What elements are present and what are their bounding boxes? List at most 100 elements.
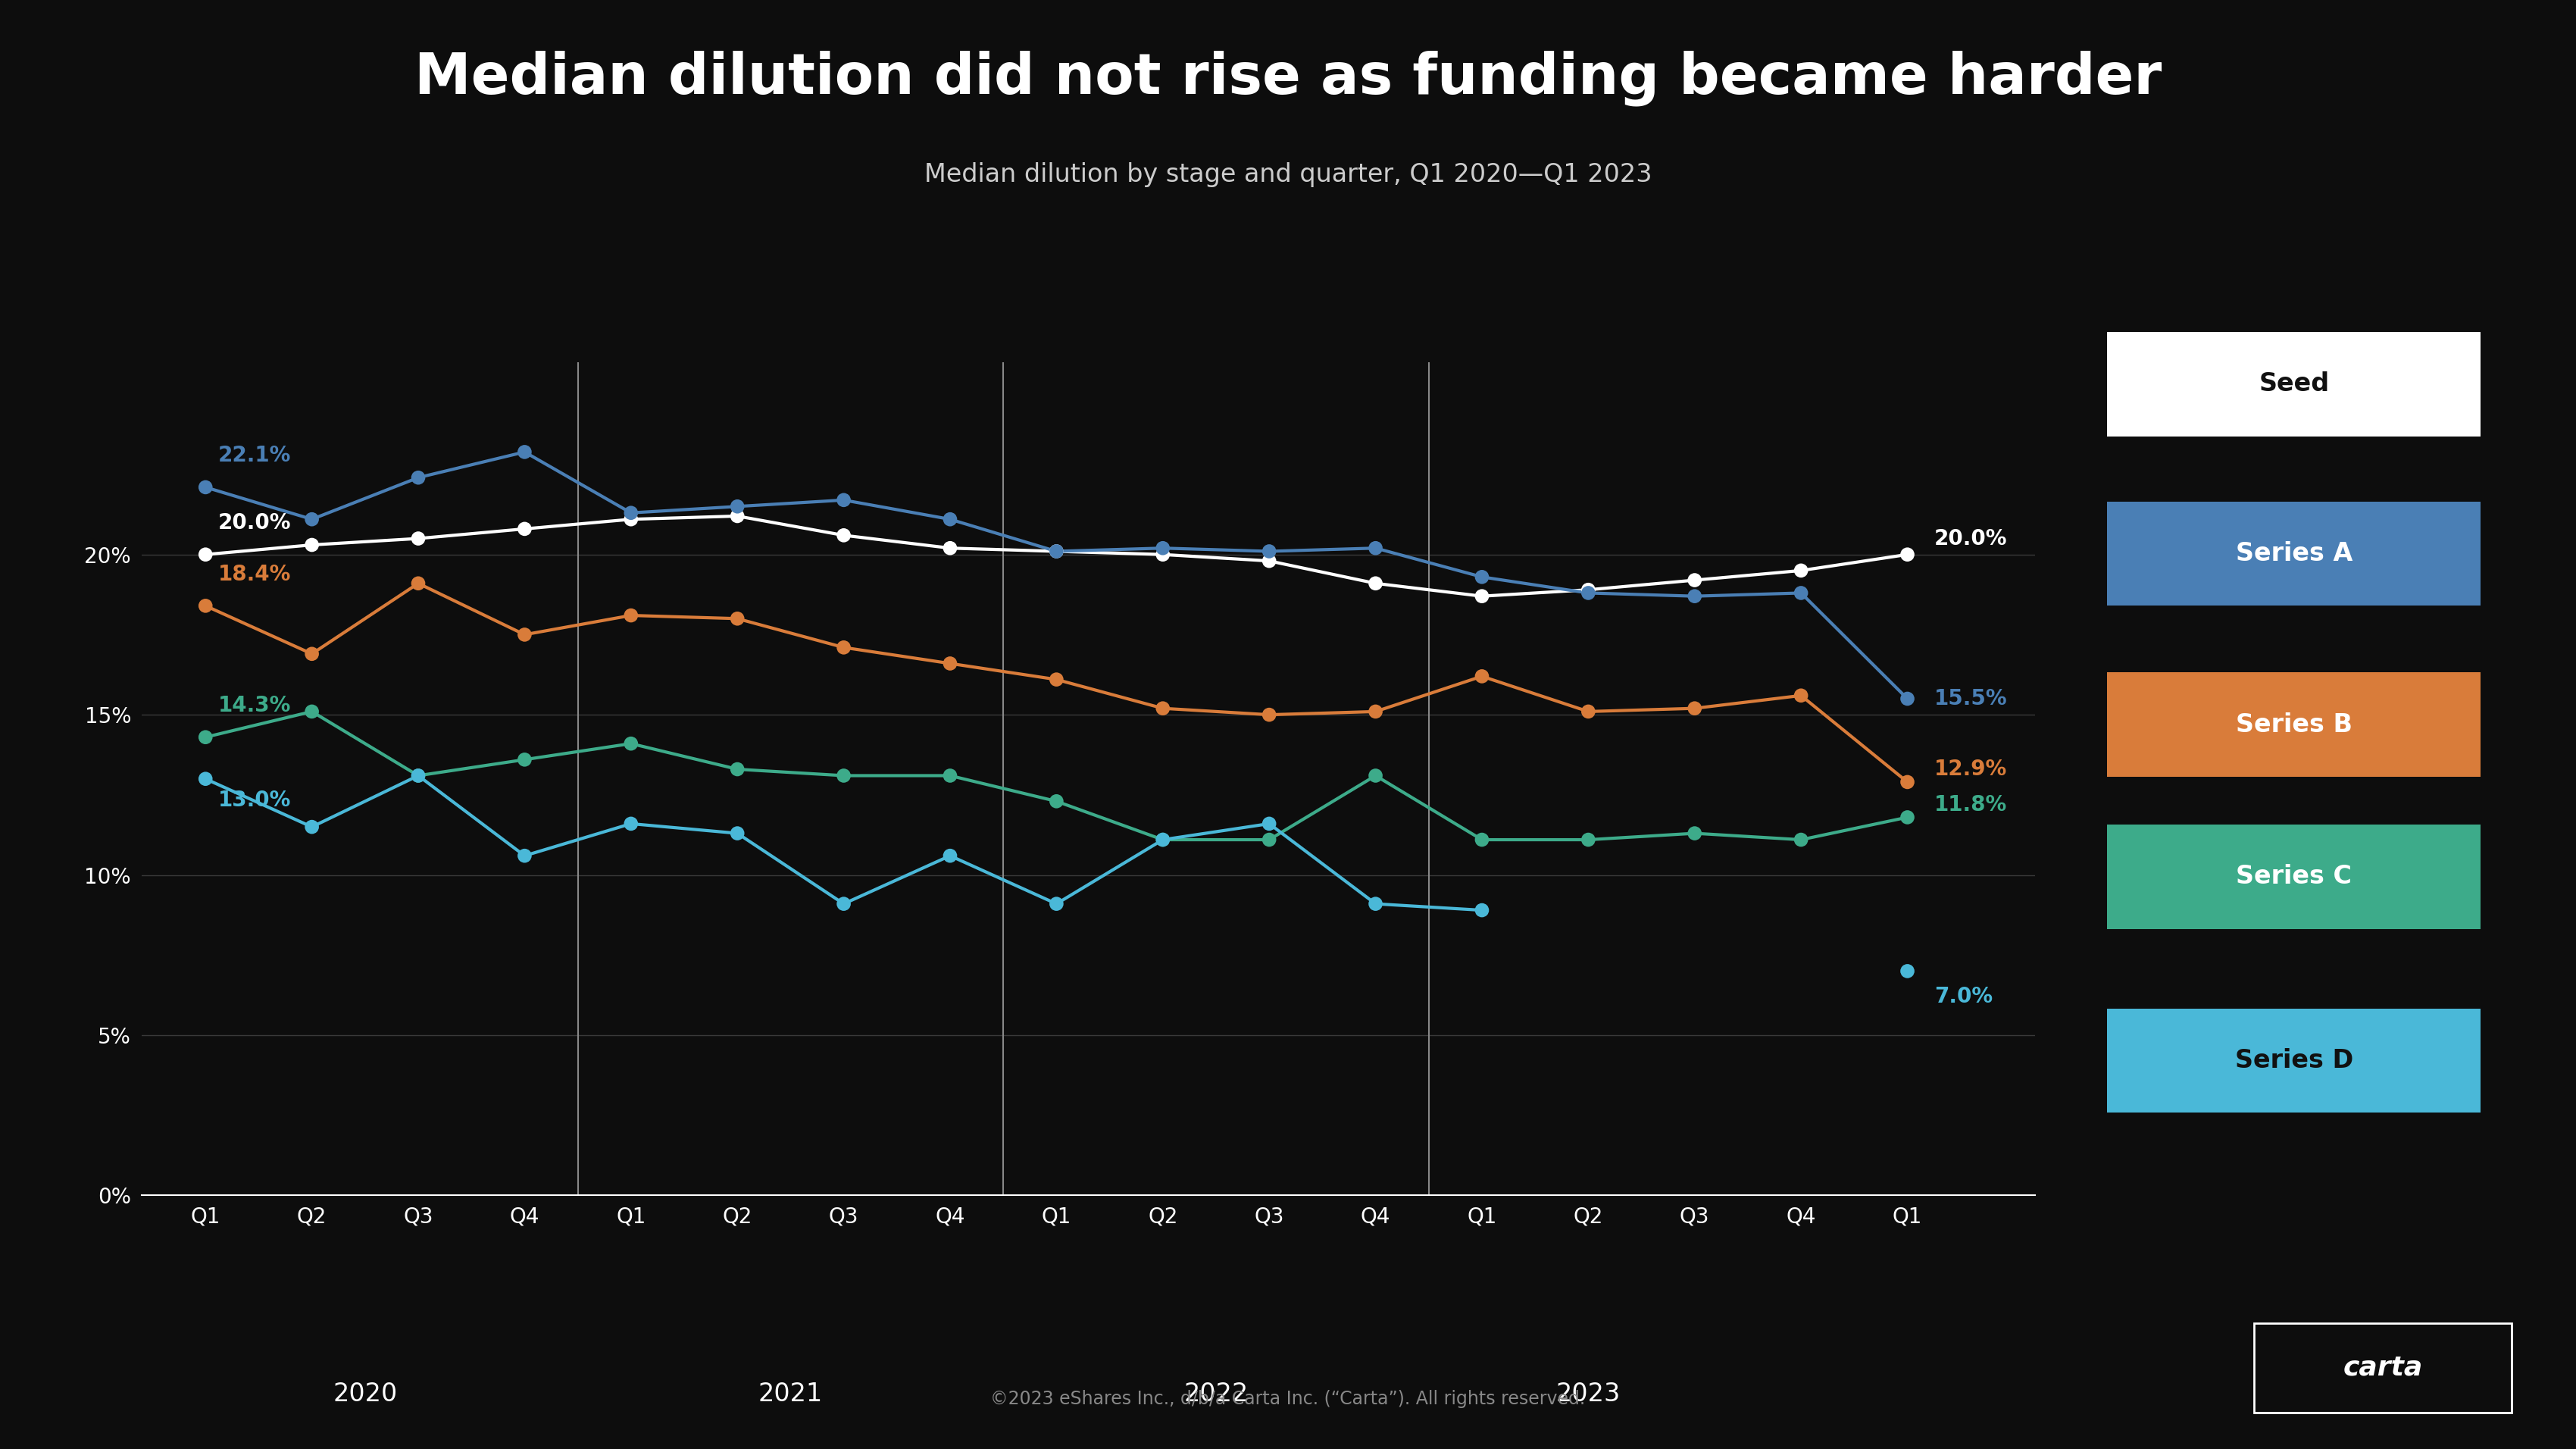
- Text: Series A: Series A: [2236, 540, 2352, 567]
- Point: [291, 700, 332, 723]
- Text: 2020: 2020: [332, 1381, 397, 1407]
- Point: [611, 811, 652, 835]
- Point: [1461, 829, 1502, 852]
- Text: 18.4%: 18.4%: [219, 564, 291, 585]
- Point: [1141, 697, 1182, 720]
- Point: [1674, 697, 1716, 720]
- Point: [291, 816, 332, 839]
- Text: Series D: Series D: [2236, 1048, 2352, 1074]
- Point: [930, 845, 971, 868]
- Point: [1674, 822, 1716, 845]
- Text: Median dilution by stage and quarter, Q1 2020—Q1 2023: Median dilution by stage and quarter, Q1…: [925, 162, 1651, 187]
- Point: [291, 642, 332, 665]
- Point: [1780, 559, 1821, 582]
- Point: [1355, 572, 1396, 596]
- Point: [824, 764, 866, 787]
- Point: [185, 475, 227, 498]
- Text: 20.0%: 20.0%: [1935, 527, 2007, 549]
- Text: 2023: 2023: [1556, 1381, 1620, 1407]
- Text: 22.1%: 22.1%: [219, 445, 291, 467]
- Text: Series C: Series C: [2236, 864, 2352, 890]
- Text: Seed: Seed: [2259, 371, 2329, 397]
- Point: [1036, 539, 1077, 562]
- Point: [1569, 578, 1610, 601]
- Text: Median dilution did not rise as funding became harder: Median dilution did not rise as funding …: [415, 51, 2161, 106]
- Point: [397, 764, 438, 787]
- Text: 13.0%: 13.0%: [219, 790, 291, 811]
- Point: [1036, 790, 1077, 813]
- Point: [930, 652, 971, 675]
- Point: [824, 488, 866, 511]
- Point: [1036, 668, 1077, 691]
- Point: [1141, 829, 1182, 852]
- Point: [1141, 536, 1182, 559]
- Text: 12.9%: 12.9%: [1935, 759, 2007, 780]
- Text: 2021: 2021: [757, 1381, 822, 1407]
- Point: [716, 758, 757, 781]
- Point: [1461, 665, 1502, 688]
- Point: [397, 527, 438, 551]
- Point: [1780, 581, 1821, 604]
- Point: [930, 536, 971, 559]
- Text: 14.3%: 14.3%: [219, 696, 291, 716]
- Point: [1461, 565, 1502, 588]
- Point: [1141, 829, 1182, 852]
- Point: [1569, 829, 1610, 852]
- Point: [185, 768, 227, 791]
- Point: [1461, 584, 1502, 607]
- Point: [505, 748, 546, 771]
- Text: 7.0%: 7.0%: [1935, 987, 1991, 1007]
- Point: [1036, 539, 1077, 562]
- Point: [1886, 771, 1927, 794]
- Point: [716, 504, 757, 527]
- Point: [611, 732, 652, 755]
- Text: 20.0%: 20.0%: [219, 513, 291, 533]
- Point: [1249, 703, 1291, 726]
- Point: [824, 636, 866, 659]
- Point: [397, 572, 438, 596]
- Text: 11.8%: 11.8%: [1935, 794, 2007, 816]
- Point: [611, 501, 652, 525]
- Point: [611, 604, 652, 627]
- Point: [1249, 539, 1291, 562]
- Point: [1674, 584, 1716, 607]
- Point: [1886, 959, 1927, 982]
- Point: [930, 764, 971, 787]
- Point: [291, 533, 332, 556]
- Point: [397, 467, 438, 490]
- Point: [824, 523, 866, 546]
- Point: [185, 594, 227, 617]
- Point: [291, 507, 332, 530]
- Point: [1249, 549, 1291, 572]
- Point: [1886, 806, 1927, 829]
- Point: [1886, 543, 1927, 567]
- Point: [1780, 829, 1821, 852]
- Text: Series B: Series B: [2236, 711, 2352, 738]
- Point: [1886, 687, 1927, 710]
- Point: [716, 496, 757, 519]
- Point: [1355, 536, 1396, 559]
- Point: [611, 507, 652, 530]
- Text: ©2023 eShares Inc., d/b/a Carta Inc. (“Carta”). All rights reserved.: ©2023 eShares Inc., d/b/a Carta Inc. (“C…: [992, 1390, 1584, 1408]
- Point: [1141, 543, 1182, 567]
- Point: [185, 726, 227, 749]
- Point: [1249, 829, 1291, 852]
- Point: [930, 507, 971, 530]
- Point: [1780, 684, 1821, 707]
- Point: [716, 822, 757, 845]
- Point: [1569, 581, 1610, 604]
- Point: [505, 845, 546, 868]
- Text: carta: carta: [2344, 1355, 2421, 1381]
- Text: 2022: 2022: [1182, 1381, 1249, 1407]
- Point: [824, 893, 866, 916]
- Point: [1355, 893, 1396, 916]
- Point: [716, 607, 757, 630]
- Point: [1249, 811, 1291, 835]
- Point: [505, 440, 546, 464]
- Point: [1036, 893, 1077, 916]
- Point: [505, 623, 546, 646]
- Point: [1355, 764, 1396, 787]
- Point: [185, 543, 227, 567]
- Point: [1674, 568, 1716, 591]
- Point: [505, 517, 546, 540]
